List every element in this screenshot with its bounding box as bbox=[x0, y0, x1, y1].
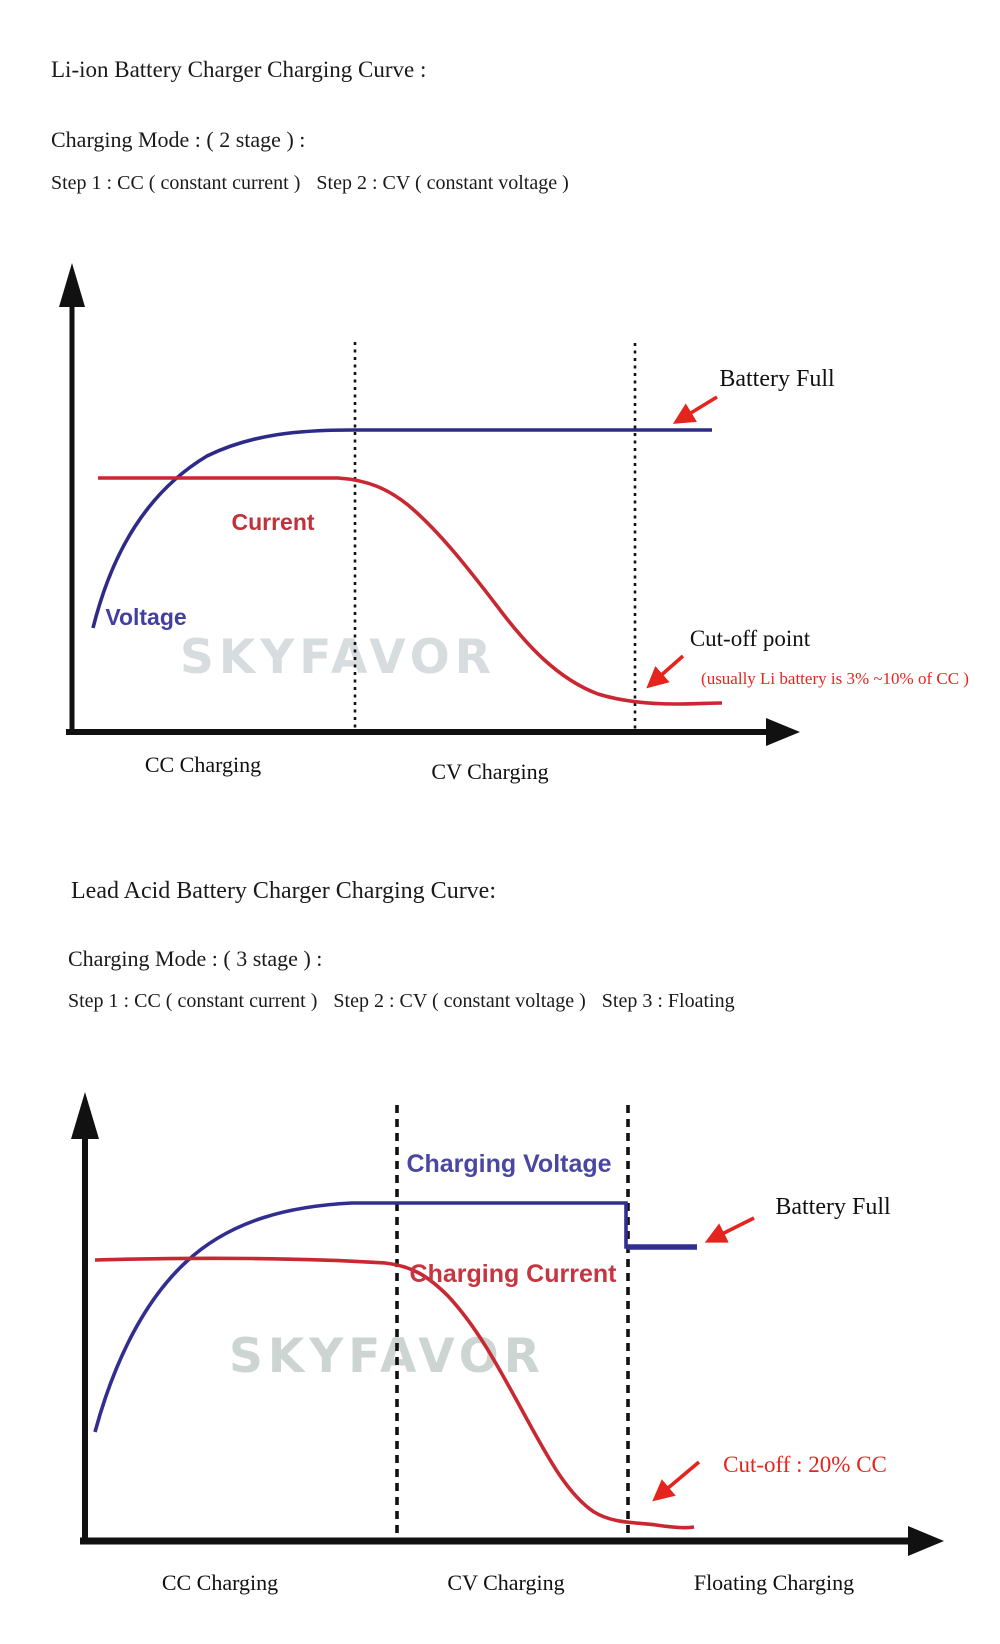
voltage-curve bbox=[91, 428, 712, 629]
battery-full-label: Battery Full bbox=[719, 366, 835, 392]
x-axis-arrowhead-icon bbox=[908, 1526, 944, 1556]
current-curve bbox=[94, 1256, 695, 1530]
stage-label-cc: CC Charging bbox=[145, 752, 261, 777]
cutoff-arrow-icon bbox=[646, 654, 685, 689]
liion-step2: Step 2 : CV ( constant voltage ) bbox=[316, 172, 569, 194]
y-axis-arrowhead-icon bbox=[71, 1092, 99, 1139]
stage-label-cc: CC Charging bbox=[162, 1570, 278, 1595]
stage-label-floating: Floating Charging bbox=[694, 1570, 854, 1595]
battery-full-arrow-icon bbox=[704, 1216, 755, 1243]
cutoff-note-label: (usually Li battery is 3% ~10% of CC ) bbox=[701, 669, 969, 688]
y-axis-arrowhead-icon bbox=[59, 263, 85, 307]
watermark-text: SKYFAVOR bbox=[229, 1329, 545, 1384]
voltage-curve bbox=[93, 1201, 697, 1433]
battery-full-arrow-icon bbox=[672, 395, 718, 424]
voltage-curve-label: Charging Voltage bbox=[406, 1150, 611, 1178]
voltage-curve-label: Voltage bbox=[105, 604, 186, 630]
lead-acid-chart: SKYFAVOR Charging Voltage Charging Curre… bbox=[71, 1092, 944, 1595]
liion-chart: SKYFAVOR Voltage Current Battery Full Cu… bbox=[59, 263, 969, 784]
x-axis-arrowhead-icon bbox=[766, 718, 800, 746]
current-curve-label: Current bbox=[231, 509, 314, 535]
liion-steps-line: Step 1 : CC ( constant current ) Step 2 :… bbox=[51, 172, 585, 195]
cutoff-point-label: Cut-off point bbox=[690, 626, 811, 651]
lead-section-title: Lead Acid Battery Charger Charging Curve… bbox=[71, 878, 497, 904]
lead-charging-mode: Charging Mode : ( 3 stage ) : bbox=[68, 946, 323, 971]
lead-step3: Step 3 : Floating bbox=[601, 990, 735, 1012]
stage-label-cv: CV Charging bbox=[431, 759, 548, 784]
liion-step1: Step 1 : CC ( constant current ) bbox=[51, 172, 301, 194]
cutoff-note-label: Cut-off : 20% CC bbox=[723, 1452, 887, 1477]
lead-steps-line: Step 1 : CC ( constant current ) Step 2 :… bbox=[68, 990, 751, 1013]
current-curve-label: Charging Current bbox=[410, 1260, 618, 1288]
lead-step2: Step 2 : CV ( constant voltage ) bbox=[333, 990, 586, 1012]
liion-charging-mode: Charging Mode : ( 2 stage ) : bbox=[51, 127, 306, 152]
cutoff-arrow-icon bbox=[652, 1460, 701, 1502]
liion-section-title: Li-ion Battery Charger Charging Curve : bbox=[51, 57, 427, 82]
current-curve bbox=[98, 476, 723, 706]
watermark-text: SKYFAVOR bbox=[180, 630, 496, 685]
battery-full-label: Battery Full bbox=[775, 1194, 891, 1220]
stage-label-cv: CV Charging bbox=[447, 1570, 564, 1595]
lead-step1: Step 1 : CC ( constant current ) bbox=[68, 990, 318, 1012]
